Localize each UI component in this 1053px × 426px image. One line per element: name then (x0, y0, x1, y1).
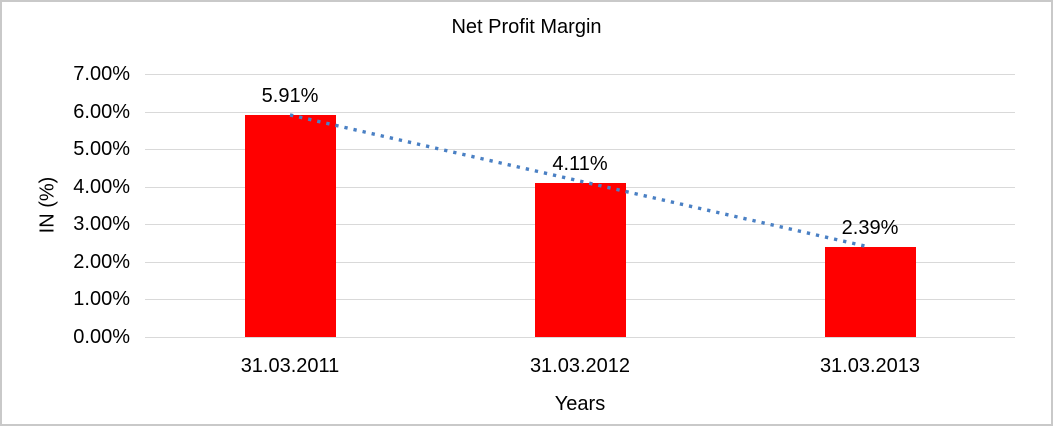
bar-data-label: 5.91% (261, 84, 319, 107)
bar-31.03.2012 (534, 182, 626, 337)
x-tick-label: 31.03.2012 (529, 355, 631, 377)
y-tick-label: 7.00% (73, 63, 130, 85)
y-tick-label: 4.00% (73, 175, 130, 198)
plot-area: 5.91% 4.11% 2.39% (145, 74, 1015, 338)
y-tick-label: 5.00% (73, 138, 130, 161)
bar-31.03.2013 (824, 247, 916, 337)
y-tick-label: 2.00% (73, 250, 130, 273)
gridline (145, 111, 1015, 113)
gridline (145, 149, 1015, 151)
gridline (145, 74, 1015, 75)
y-tick-label: 1.00% (73, 288, 130, 311)
x-tick-label: 31.03.2013 (819, 355, 921, 377)
gridline (145, 337, 1015, 338)
x-axis-title: Years (554, 393, 606, 415)
y-tick-label: 6.00% (73, 100, 130, 123)
bar-data-label: 2.39% (841, 217, 899, 240)
trendline (289, 113, 871, 249)
x-axis-tick-labels: 31.03.2011 31.03.2012 31.03.2013 (145, 354, 1015, 378)
bar-data-label: 4.11% (552, 152, 608, 175)
chart-title: Net Profit Margin (451, 16, 602, 38)
y-tick-label: 3.00% (73, 213, 130, 236)
bar-31.03.2011 (244, 114, 336, 337)
y-tick-label: 0.00% (73, 326, 130, 348)
y-axis-tick-labels: 7.00% 6.00% 5.00% 4.00% 3.00% 2.00% 1.00% 0.00% (2, 63, 130, 348)
x-tick-label: 31.03.2011 (240, 355, 340, 377)
